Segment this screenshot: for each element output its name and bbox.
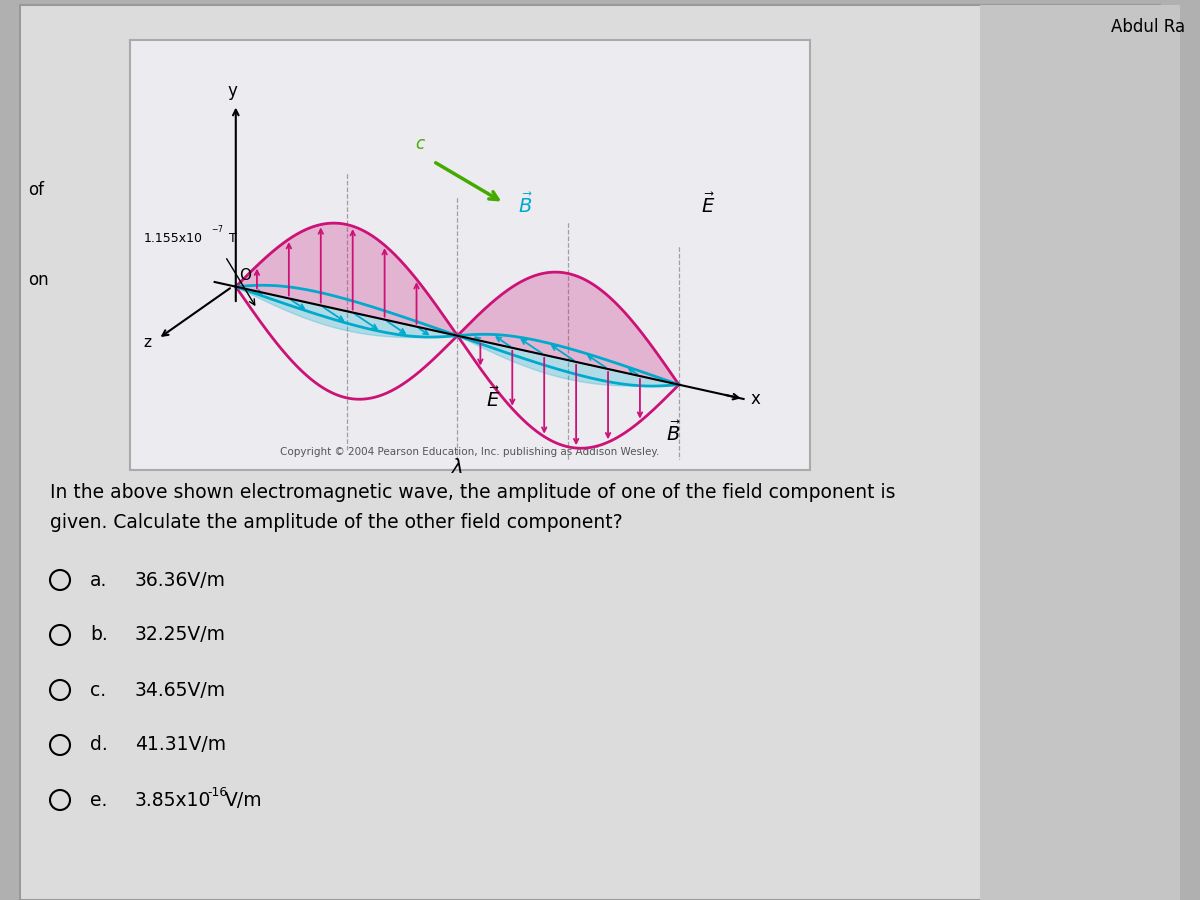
Text: O: O (239, 267, 251, 283)
Text: z: z (144, 336, 151, 350)
Bar (130, 40, 810, 470)
Text: V/m: V/m (226, 790, 263, 809)
Text: d.: d. (90, 735, 108, 754)
Text: y: y (227, 82, 238, 100)
Text: $\vec{E}$: $\vec{E}$ (701, 193, 715, 217)
Text: 32.25V/m: 32.25V/m (134, 626, 226, 644)
Text: Abdul Ra: Abdul Ra (1111, 18, 1186, 36)
Text: e.: e. (90, 790, 107, 809)
Text: 34.65V/m: 34.65V/m (134, 680, 226, 699)
Text: $^{-7}$: $^{-7}$ (211, 225, 224, 235)
Text: Copyright © 2004 Pearson Education, Inc. publishing as Addison Wesley.: Copyright © 2004 Pearson Education, Inc.… (281, 447, 660, 457)
Text: 3.85x10: 3.85x10 (134, 790, 211, 809)
Text: 1.155x10: 1.155x10 (144, 231, 203, 245)
Text: 41.31V/m: 41.31V/m (134, 735, 226, 754)
Text: b.: b. (90, 626, 108, 644)
Text: In the above shown electromagnetic wave, the amplitude of one of the field compo: In the above shown electromagnetic wave,… (50, 482, 895, 501)
Text: of: of (28, 181, 44, 199)
Text: c.: c. (90, 680, 106, 699)
Text: $\vec{B}$: $\vec{B}$ (518, 193, 533, 217)
Text: $\vec{E}$: $\vec{E}$ (486, 387, 500, 411)
Text: -16: -16 (208, 786, 227, 798)
Text: given. Calculate the amplitude of the other field component?: given. Calculate the amplitude of the ot… (50, 512, 623, 532)
Bar (980, 5, 1180, 900)
Text: $\lambda$: $\lambda$ (451, 457, 463, 477)
Text: 36.36V/m: 36.36V/m (134, 571, 226, 590)
Text: $\vec{B}$: $\vec{B}$ (666, 421, 682, 446)
Text: a.: a. (90, 571, 107, 590)
Text: T: T (229, 231, 236, 245)
Text: on: on (28, 271, 49, 289)
Text: x: x (751, 390, 761, 408)
Text: c: c (415, 135, 425, 153)
